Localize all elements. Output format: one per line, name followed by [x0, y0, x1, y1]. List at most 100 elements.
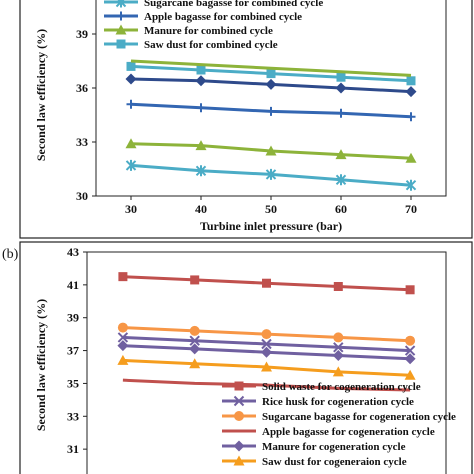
- legend-marker: [234, 381, 244, 391]
- data-point: [126, 99, 136, 109]
- data-point: [404, 353, 416, 365]
- legend-entry: Manure for combined cycle: [104, 24, 273, 37]
- data-point: [118, 272, 128, 282]
- data-point: [332, 366, 344, 377]
- series-5: [117, 340, 416, 365]
- y-tick-label: 35: [67, 376, 79, 390]
- data-point: [261, 361, 272, 372]
- legend-entry: Sugarcane bagasse for combined cycle: [104, 0, 323, 9]
- legend-marker: [116, 39, 126, 49]
- data-point: [405, 335, 416, 346]
- data-point: [126, 61, 136, 71]
- panel-b-y-axis-title: Second law efficiency (%): [34, 299, 48, 431]
- y-tick-label: 39: [76, 27, 88, 41]
- data-point: [195, 140, 207, 151]
- data-point: [333, 342, 344, 353]
- data-point: [406, 76, 416, 86]
- data-point: [117, 354, 129, 365]
- data-point: [195, 165, 207, 177]
- legend-marker: [233, 455, 245, 466]
- data-point: [404, 345, 416, 356]
- data-point: [332, 350, 344, 361]
- data-point: [405, 285, 415, 295]
- data-point: [261, 329, 272, 340]
- legend-label: Sugarcane bagasse for cogeneration cycle: [262, 411, 456, 423]
- y-tick-label: 37: [67, 344, 79, 358]
- x-tick-label: 60: [335, 202, 347, 216]
- series-line: [122, 378, 411, 392]
- x-tick-label: 50: [265, 202, 277, 216]
- series-4: [126, 61, 416, 86]
- data-point: [117, 322, 128, 333]
- series-5: [130, 59, 412, 77]
- data-point: [336, 108, 346, 118]
- legend-entry: Manure for cogeneration cycle: [222, 440, 406, 453]
- data-point: [189, 343, 201, 355]
- legend-marker: [115, 0, 127, 8]
- data-point: [335, 174, 347, 186]
- data-point: [190, 275, 200, 285]
- data-point: [266, 106, 276, 116]
- y-tick-label: 43: [67, 245, 79, 259]
- data-point: [405, 179, 417, 191]
- legend-label: Apple bagasse for combined cycle: [144, 11, 302, 23]
- data-point: [405, 152, 417, 163]
- panel-a-y-ticks: 30 33 36 39: [76, 27, 96, 203]
- data-point: [125, 73, 137, 85]
- panel-b-y-ticks: 2931333537394143: [67, 245, 87, 456]
- data-point: [261, 338, 272, 350]
- series-2: [126, 99, 416, 122]
- legend-label: Sugarcane bagasse for combined cycle: [144, 0, 323, 9]
- data-point: [196, 103, 206, 113]
- legend-label: Rice husk for cogeneration cycle: [262, 396, 414, 408]
- data-point: [195, 75, 207, 87]
- legend-label: Saw dust for combined cycle: [144, 39, 278, 51]
- series-6: [117, 354, 416, 380]
- legend-label: Manure for combined cycle: [144, 25, 273, 37]
- data-point: [265, 78, 277, 90]
- series-6: [125, 73, 417, 98]
- x-tick-label: 40: [195, 202, 207, 216]
- legend-marker: [115, 24, 127, 35]
- data-point: [125, 138, 137, 149]
- data-point: [189, 335, 200, 346]
- y-tick-label: 30: [76, 189, 88, 203]
- series-line: [130, 59, 412, 77]
- x-tick-label: 70: [405, 202, 417, 216]
- series-3: [117, 322, 416, 346]
- data-point: [196, 65, 206, 75]
- y-tick-label: 39: [67, 311, 79, 325]
- y-tick-label: 36: [76, 81, 88, 95]
- data-point: [117, 332, 129, 343]
- legend-entry: Saw dust for combined cycle: [104, 39, 278, 51]
- legend-marker: [234, 411, 244, 421]
- panel-b-label: (b): [2, 247, 19, 262]
- series-4: [122, 378, 411, 392]
- panel-b-legend: Solid waste for cogeneration cycle Rice h…: [222, 381, 456, 468]
- data-point: [335, 82, 347, 94]
- series-1: [125, 159, 417, 191]
- series-2: [117, 332, 416, 356]
- legend-entry: Saw dust for cogeneraion cycle: [222, 455, 407, 468]
- legend-marker: [116, 11, 126, 21]
- data-point: [261, 346, 272, 358]
- panel-a-x-axis-title: Turbine inlet pressure (bar): [200, 219, 342, 233]
- panel-a-frame: [19, 0, 473, 239]
- legend-label: Solid waste for cogeneration cycle: [262, 381, 421, 393]
- panel-b: (b) 2931333537394143 Solid waste for cog…: [2, 241, 473, 474]
- data-point: [189, 325, 200, 336]
- data-point: [406, 112, 416, 122]
- panel-b-frame: [19, 241, 473, 474]
- series-3: [125, 138, 417, 163]
- legend-entry: Solid waste for cogeneration cycle: [222, 381, 421, 393]
- panel-a-y-axis-title: Second law efficiency (%): [34, 29, 48, 161]
- data-point: [333, 332, 344, 343]
- panel-b-plot-area: [86, 251, 447, 474]
- x-tick-label: 30: [125, 202, 137, 216]
- data-point: [117, 340, 129, 352]
- data-point: [336, 72, 346, 82]
- y-tick-label: 33: [67, 409, 79, 423]
- data-point: [125, 159, 137, 171]
- legend-label: Saw dust for cogeneraion cycle: [262, 456, 407, 468]
